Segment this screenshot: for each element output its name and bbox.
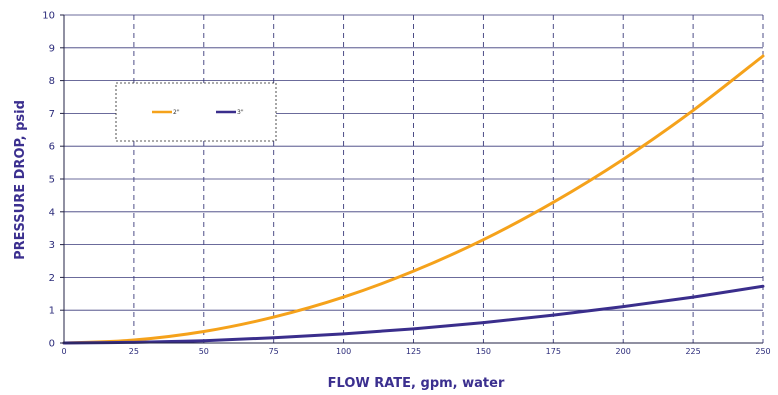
x-tick-label: 150: [476, 347, 491, 356]
legend-box: [115, 82, 277, 142]
x-tick-label: 250: [755, 347, 770, 356]
x-tick-label: 0: [61, 347, 66, 356]
y-axis-title: PRESSURE DROP, psid: [13, 100, 28, 260]
x-tick-label: 125: [406, 347, 421, 356]
series-line-2: [62, 284, 765, 345]
axes: [60, 14, 763, 344]
y-tick-label: 1: [49, 306, 55, 317]
series-line-1: [62, 54, 765, 345]
y-tick-label: 10: [42, 11, 55, 22]
y-tick-label: 7: [49, 109, 55, 120]
series-lines: [62, 54, 765, 345]
y-tick-label: 6: [49, 142, 55, 153]
y-tick-label: 0: [49, 339, 55, 350]
x-tick-label: 25: [129, 347, 139, 356]
tick-labels: 0 25 50 75 100 125 150 175 200 225 250 0 1 2 3 4 5 6 7 8 9 10: [42, 11, 770, 357]
x-axis-title: FLOW RATE, gpm, water: [328, 376, 505, 391]
legend: 2" 3": [115, 82, 277, 142]
x-tick-label: 50: [199, 347, 209, 356]
x-tick-label: 225: [685, 347, 700, 356]
legend-label-2: 3": [237, 109, 244, 116]
y-tick-label: 5: [49, 175, 55, 186]
x-tick-label: 175: [546, 347, 561, 356]
x-tick-label: 200: [616, 347, 631, 356]
y-tick-label: 4: [49, 207, 55, 218]
y-tick-label: 8: [49, 76, 55, 87]
y-tick-label: 2: [49, 273, 55, 284]
y-tick-label: 9: [49, 43, 55, 54]
x-tick-label: 75: [269, 347, 279, 356]
y-tick-label: 3: [49, 240, 55, 251]
x-tick-label: 100: [336, 347, 351, 356]
legend-label-1: 2": [173, 109, 180, 116]
grid: [64, 14, 764, 343]
